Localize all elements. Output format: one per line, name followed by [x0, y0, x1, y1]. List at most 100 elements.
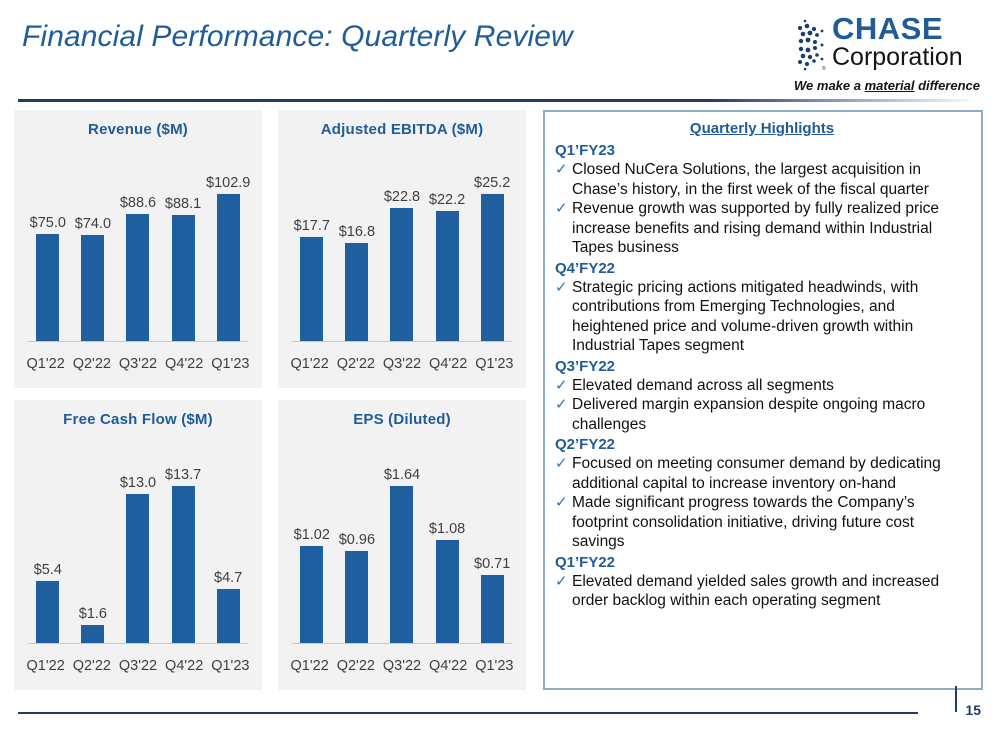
footer-divider [18, 712, 918, 714]
bar [345, 551, 369, 643]
logo-brand-name: CHASE [832, 11, 944, 46]
bar-value-label: $1.64 [383, 467, 421, 484]
bar-value-label: $0.96 [338, 532, 376, 549]
bar [36, 233, 60, 341]
chart-x-axis: Q1'22 Q2'22 Q3'22 Q4'22 Q1'23 [24, 658, 252, 674]
bar-value-label: $22.2 [428, 192, 466, 209]
highlights-heading: Quarterly Highlights [689, 120, 835, 137]
highlight-bullet-text: Elevated demand across all segments [572, 376, 834, 394]
quarter-heading: Q1’FY23 [555, 142, 616, 159]
x-axis-tick-label: Q2'22 [72, 658, 111, 674]
quarter-heading: Q3’FY22 [555, 357, 616, 375]
x-axis-tick-label: Q2'22 [336, 658, 375, 674]
highlight-bullet-text: Focused on meeting consumer demand by de… [572, 455, 941, 492]
bar-slot: $1.02 [292, 442, 332, 643]
x-axis-tick-label: Q2'22 [336, 356, 375, 372]
bar-value-label: $0.71 [474, 556, 511, 573]
bar-slot: $16.8 [337, 152, 377, 341]
bar-slot: $13.0 [118, 442, 158, 643]
bar [435, 211, 459, 341]
bar [171, 486, 195, 643]
quarter-heading: Q2’FY22 [555, 436, 616, 453]
bar-slot: $1.64 [382, 442, 422, 643]
bar-value-label: $75.0 [29, 214, 66, 231]
bar [435, 539, 459, 643]
tagline-post: difference [914, 78, 980, 93]
x-axis-tick-label: Q1'23 [475, 356, 514, 372]
header-divider [18, 99, 981, 102]
chart-title: Adjusted EBITDA ($M) [320, 121, 484, 138]
x-axis-tick-label: Q3'22 [382, 356, 422, 372]
x-axis-tick-label: Q4'22 [165, 356, 204, 372]
x-axis-tick-label: Q1'23 [211, 356, 250, 372]
logo-tagline: We make a material difference [794, 78, 980, 93]
bar-value-label: $17.7 [293, 218, 330, 235]
chart-plot-area: $5.4 $1.6 $13.0 $13.7 $4.7 [28, 442, 248, 644]
highlight-bullet: ✓ Revenue growth was supported by fully r… [555, 199, 969, 258]
chart-title: Revenue ($M) [88, 121, 188, 138]
bar-value-label: $88.6 [119, 195, 157, 212]
check-icon: ✓ [555, 376, 568, 394]
highlight-bullet-text: Delivered margin expansion despite ongoi… [572, 396, 926, 433]
highlight-bullet: ✓ Focused on meeting consumer demand by d… [555, 454, 969, 493]
highlight-bullet: ✓ Delivered margin expansion despite ongo… [555, 395, 969, 434]
highlight-bullet-text: Elevated demand yielded sales growth and… [572, 572, 940, 610]
quarter-heading: Q1’FY22 [555, 553, 616, 571]
chart-panel-eps-diluted: EPS (Diluted) $1.02 $0.96 $1.64 $1.08 $0.71 … [278, 400, 526, 690]
chart-plot-area: $17.7 $16.8 $22.8 $22.2 $25.2 [292, 152, 512, 342]
chart-plot-area: $75.0 $74.0 $88.6 $88.1 $102.9 [28, 152, 250, 342]
x-axis-tick-label: Q1'22 [290, 356, 329, 372]
x-axis-tick-label: Q2'22 [72, 356, 111, 372]
bar [480, 193, 504, 341]
chart-title: EPS (Diluted) [353, 411, 451, 428]
bar-value-label: $1.02 [293, 526, 330, 543]
chart-panel-revenue: Revenue ($M) $75.0 $74.0 $88.6 $88.1 $102.9 … [14, 110, 262, 388]
tagline-underlined-word: material [864, 78, 915, 93]
svg-text:®: ® [822, 65, 826, 72]
bar-slot: $1.08 [427, 442, 467, 643]
logo-brand-subtitle: Corporation [832, 43, 963, 71]
highlight-bullet: ✓ Strategic pricing actions mitigated hea… [555, 278, 969, 356]
bar-slot: $17.7 [292, 152, 332, 341]
highlight-bullet-text: Revenue growth was supported by fully re… [572, 200, 940, 256]
page-number: 15 [965, 702, 981, 718]
bar-slot: $88.6 [118, 152, 158, 341]
page-title: Financial Performance: Quarterly Review [22, 20, 573, 53]
bar-slot: $13.7 [163, 442, 203, 643]
x-axis-tick-label: Q4'22 [429, 658, 468, 674]
bar [126, 214, 150, 341]
bar-value-label: $16.8 [338, 223, 376, 240]
highlights-body: Q1’FY23 ✓ Closed NuCera Solutions, the lar… [555, 141, 969, 611]
bar-slot: $0.96 [337, 442, 377, 643]
bar [36, 581, 60, 643]
tagline-pre: We make a [794, 78, 865, 93]
bar-value-label: $13.7 [164, 467, 202, 484]
chart-x-axis: Q1'22 Q2'22 Q3'22 Q4'22 Q1'23 [288, 356, 516, 372]
check-icon: ✓ [555, 455, 568, 472]
x-axis-tick-label: Q1'23 [475, 658, 514, 674]
x-axis-tick-label: Q4'22 [429, 356, 468, 372]
check-icon: ✓ [555, 396, 568, 413]
bar [390, 207, 414, 341]
bar-slot: $25.2 [472, 152, 512, 341]
chart-panel-free-cash-flow: Free Cash Flow ($M) $5.4 $1.6 $13.0 $13.7 $4… [14, 400, 262, 690]
bar-slot: $0.71 [472, 442, 512, 643]
bar-slot: $22.8 [382, 152, 422, 341]
bar [390, 486, 414, 643]
chart-x-axis: Q1'22 Q2'22 Q3'22 Q4'22 Q1'23 [288, 658, 516, 674]
check-icon: ✓ [555, 494, 568, 511]
bar [480, 575, 504, 643]
bar-value-label: $25.2 [474, 174, 511, 191]
bar-slot: $22.2 [427, 152, 467, 341]
quarter-heading: Q4’FY22 [555, 259, 616, 277]
bar [345, 242, 369, 341]
bar-value-label: $5.4 [33, 562, 62, 579]
x-axis-tick-label: Q4'22 [165, 658, 204, 674]
chart-x-axis: Q1'22 Q2'22 Q3'22 Q4'22 Q1'23 [24, 356, 252, 372]
bar-value-label: $1.6 [78, 605, 107, 622]
chart-plot-area: $1.02 $0.96 $1.64 $1.08 $0.71 [292, 442, 512, 644]
bar-value-label: $22.8 [383, 188, 421, 205]
bar [216, 589, 240, 643]
chart-title: Free Cash Flow ($M) [63, 411, 213, 428]
bar-slot: $102.9 [206, 152, 250, 341]
